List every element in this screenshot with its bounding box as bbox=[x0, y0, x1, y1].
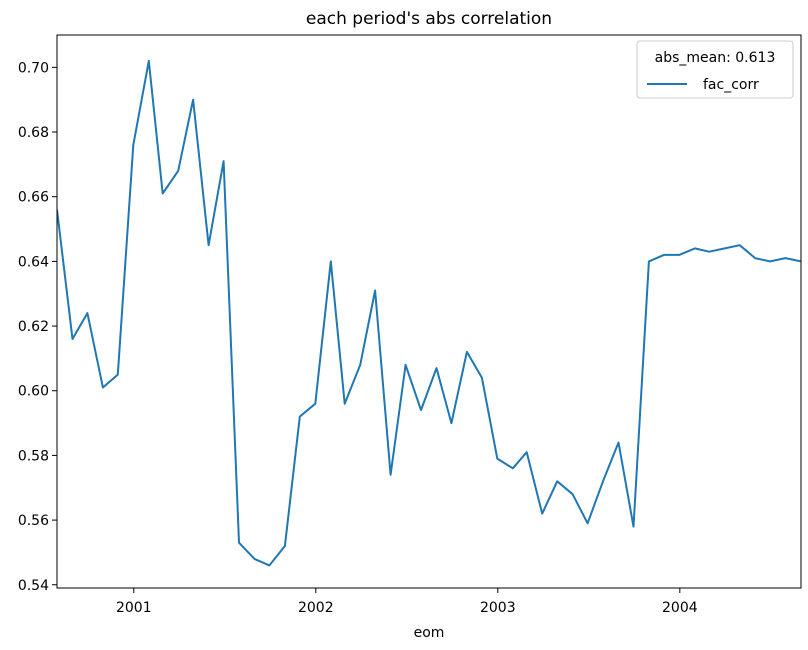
y-tick-label: 0.70 bbox=[18, 60, 49, 76]
y-tick-label: 0.68 bbox=[18, 125, 49, 141]
legend-series-label: fac_corr bbox=[703, 77, 759, 93]
y-tick-label: 0.54 bbox=[18, 578, 49, 594]
x-tick-label: 2004 bbox=[662, 600, 698, 616]
x-tick-label: 2002 bbox=[298, 600, 334, 616]
x-tick-label: 2001 bbox=[116, 600, 152, 616]
legend: abs_mean: 0.613 fac_corr bbox=[636, 40, 794, 99]
chart-title: each period's abs correlation bbox=[306, 9, 552, 29]
plot-area: 0.54 0.56 0.58 0.60 0.62 0.64 0.66 0.68 0.70 2001… bbox=[18, 34, 802, 616]
y-tick-label: 0.56 bbox=[18, 513, 49, 529]
series-line-fac-corr bbox=[57, 59, 801, 567]
legend-title: abs_mean: 0.613 bbox=[655, 50, 776, 66]
y-tick-label: 0.66 bbox=[18, 190, 49, 206]
x-axis-label: eom bbox=[414, 625, 445, 641]
plot-frame bbox=[56, 34, 802, 589]
y-tick-label: 0.62 bbox=[18, 319, 49, 335]
y-tick-label: 0.58 bbox=[18, 448, 49, 464]
x-tick-label: 2003 bbox=[480, 600, 516, 616]
y-tick-label: 0.64 bbox=[18, 254, 49, 270]
y-tick-label: 0.60 bbox=[18, 384, 49, 400]
